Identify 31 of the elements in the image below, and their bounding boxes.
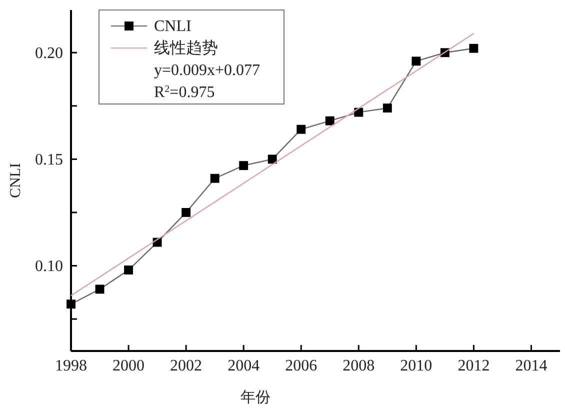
legend-label: 线性趋势 — [154, 39, 218, 57]
point — [210, 174, 220, 183]
point — [354, 108, 364, 117]
x-tick-label: 2000 — [112, 357, 145, 374]
x-tick-label: 2006 — [285, 357, 318, 374]
point — [182, 208, 191, 217]
point — [66, 300, 76, 309]
x-tick-label: 2004 — [228, 357, 260, 374]
annotation: y=0.009x+0.077 — [154, 62, 260, 79]
point — [469, 44, 478, 53]
point — [382, 104, 392, 113]
point — [325, 116, 334, 126]
y-tick-label: 0.20 — [35, 44, 63, 62]
x-tick-label: 2014 — [515, 357, 548, 374]
y-axis-title: CNLI — [8, 163, 24, 198]
x-tick-label: 2010 — [400, 357, 432, 374]
point — [124, 266, 133, 274]
legend-label: CNLI — [154, 18, 192, 35]
annotation: R$^{2}$=0.975 — [154, 84, 215, 101]
point — [95, 284, 104, 294]
x-axis-title: 年份 — [240, 389, 270, 406]
y-tick-label: 0.10 — [35, 258, 63, 275]
y-tick-label: 0.15 — [35, 151, 63, 168]
x-tick-label: 2008 — [342, 357, 375, 374]
x-tick-label: 1998 — [55, 357, 87, 374]
point — [296, 124, 306, 134]
point — [412, 56, 421, 66]
x-tick-label: 2012 — [458, 357, 490, 374]
x-tick-label: 2002 — [170, 357, 202, 374]
point — [268, 154, 277, 164]
point — [239, 161, 248, 170]
